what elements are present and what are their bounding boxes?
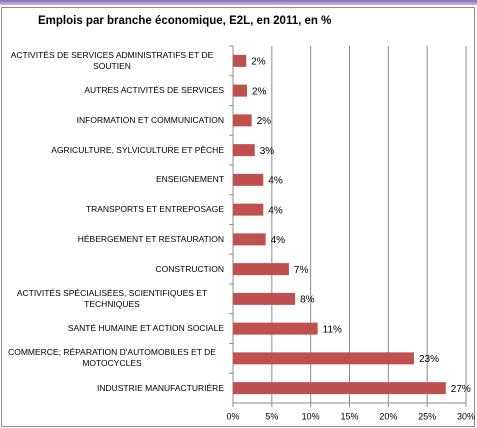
x-tick-label: 15% bbox=[340, 411, 358, 421]
bar bbox=[233, 352, 414, 365]
category-text: AGRICULTURE, SYLVICULTURE ET PÊCHE bbox=[51, 144, 224, 155]
y-tick-label: COMMERCE; RÉPARATION D'AUTOMOBILES ET DE… bbox=[0, 344, 224, 374]
y-tick-label: TRANSPORTS ET ENTREPOSAGE bbox=[0, 195, 224, 225]
window-bar bbox=[0, 0, 477, 5]
category-text: ACTIVITÉS SPÉCIALISÉES, SCIENTIFIQUES ET… bbox=[16, 287, 208, 309]
category-text: COMMERCE; RÉPARATION D'AUTOMOBILES ET DE… bbox=[8, 347, 216, 369]
x-tick-label: 30% bbox=[457, 411, 475, 421]
y-tick-label: AGRICULTURE, SYLVICULTURE ET PÊCHE bbox=[0, 135, 224, 165]
y-tick-label: AUTRES ACTIVITÉS DE SERVICES bbox=[0, 76, 224, 106]
y-tick-label: ENSEIGNEMENT bbox=[0, 165, 224, 195]
data-label: 7% bbox=[294, 265, 309, 276]
category-text: INFORMATION ET COMMUNICATION bbox=[76, 114, 224, 125]
y-tick-label: INDUSTRIE MANUFACTURIÈRE bbox=[0, 373, 224, 403]
x-tick-label: 0% bbox=[226, 411, 239, 421]
chart-frame bbox=[1, 7, 475, 427]
y-tick-label: INFORMATION ET COMMUNICATION bbox=[0, 106, 224, 136]
data-label: 2% bbox=[252, 86, 267, 97]
category-text: AUTRES ACTIVITÉS DE SERVICES bbox=[84, 85, 224, 96]
bar bbox=[233, 233, 266, 246]
bar bbox=[233, 203, 264, 216]
category-text: ACTIVITÉS DE SERVICES ADMINISTRATIFS ET … bbox=[10, 49, 214, 71]
x-tick-label: 20% bbox=[379, 411, 397, 421]
y-tick-label: ACTIVITÉS DE SERVICES ADMINISTRATIFS ET … bbox=[0, 46, 224, 76]
y-tick-label: CONSTRUCTION bbox=[0, 254, 224, 284]
data-label: 3% bbox=[260, 146, 275, 157]
bar bbox=[233, 114, 252, 127]
category-text: CONSTRUCTION bbox=[155, 263, 224, 274]
data-label: 4% bbox=[271, 235, 286, 246]
data-label: 2% bbox=[251, 57, 266, 68]
x-tick-label: 5% bbox=[265, 411, 278, 421]
data-label: 4% bbox=[268, 205, 283, 216]
x-tick-label: 10% bbox=[302, 411, 320, 421]
bar bbox=[233, 263, 289, 276]
bar bbox=[233, 173, 264, 186]
category-text: INDUSTRIE MANUFACTURIÈRE bbox=[96, 382, 224, 393]
chart-title: Emplois par branche économique, E2L, en … bbox=[38, 15, 332, 27]
bar bbox=[233, 292, 296, 305]
data-label: 11% bbox=[323, 324, 342, 335]
bar bbox=[233, 322, 318, 335]
data-label: 27% bbox=[451, 384, 471, 395]
x-tick-label: 25% bbox=[418, 411, 436, 421]
bar bbox=[233, 382, 446, 395]
category-text: ENSEIGNEMENT bbox=[155, 174, 224, 185]
data-label: 2% bbox=[257, 116, 272, 127]
data-label: 4% bbox=[268, 176, 283, 187]
bar bbox=[233, 54, 247, 67]
y-tick-label: ACTIVITÉS SPÉCIALISÉES, SCIENTIFIQUES ET… bbox=[0, 284, 224, 314]
bar bbox=[233, 144, 255, 157]
bar bbox=[233, 84, 247, 97]
category-text: TRANSPORTS ET ENTREPOSAGE bbox=[85, 204, 224, 215]
category-text: SANTÉ HUMAINE ET ACTION SOCIALE bbox=[67, 323, 224, 334]
y-tick-label: SANTÉ HUMAINE ET ACTION SOCIALE bbox=[0, 314, 224, 344]
data-label: 23% bbox=[419, 354, 439, 365]
category-text: HÉBERGEMENT ET RESTAURATION bbox=[77, 233, 224, 244]
data-label: 8% bbox=[300, 295, 315, 306]
y-tick-label: HÉBERGEMENT ET RESTAURATION bbox=[0, 225, 224, 255]
